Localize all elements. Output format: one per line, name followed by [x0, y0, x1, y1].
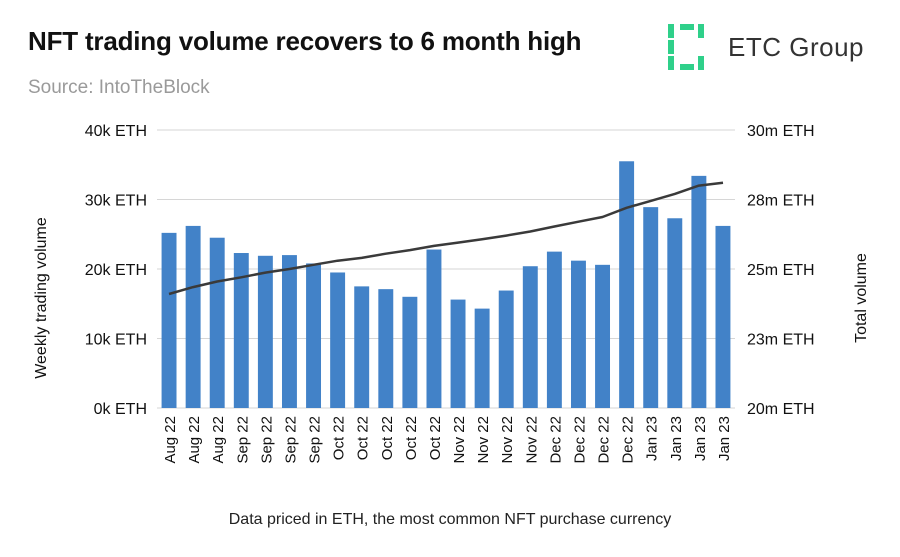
x-tick-label: Dec 22 — [596, 416, 613, 464]
bar — [185, 225, 201, 408]
right-axis-ticks: 20m ETH 23m ETH 25m ETH 28m ETH 30m ETH — [747, 123, 815, 418]
bar — [450, 299, 466, 408]
chart-source: Source: IntoTheBlock — [28, 77, 210, 98]
bars — [161, 161, 731, 408]
right-tick-label: 28m ETH — [747, 193, 815, 210]
bar — [715, 225, 731, 408]
bar — [522, 266, 538, 408]
left-axis-ticks: 0k ETH 10k ETH 20k ETH 30k ETH 40k ETH — [85, 123, 147, 418]
bar — [426, 249, 442, 408]
x-tick-label: Sep 22 — [283, 416, 300, 464]
bar — [354, 286, 370, 408]
x-tick-label: Jan 23 — [644, 416, 661, 461]
x-tick-label: Aug 22 — [162, 416, 179, 464]
logo-block — [668, 40, 674, 54]
total-volume-series-line — [168, 181, 724, 296]
x-tick-label: Aug 22 — [186, 416, 203, 464]
right-tick-label: 23m ETH — [747, 332, 815, 349]
x-tick-label: Oct 22 — [379, 416, 396, 460]
x-tick-label: Oct 22 — [427, 416, 444, 460]
bar — [161, 232, 177, 408]
gridlines — [157, 129, 735, 409]
x-tick-label: Jan 23 — [716, 416, 733, 461]
etc-group-logo: ETC Group — [668, 24, 864, 70]
left-tick-label: 40k ETH — [85, 123, 147, 140]
etc-logo-icon — [668, 24, 704, 70]
bar — [643, 207, 659, 408]
x-tick-label: Sep 22 — [307, 416, 324, 464]
x-axis-ticks: Aug 22 Aug 22 Aug 22 Sep 22 Sep 22 Sep 22 Sep … — [162, 416, 733, 464]
left-tick-label: 0k ETH — [94, 401, 147, 418]
total-volume-line — [168, 181, 724, 296]
x-tick-label: Dec 22 — [572, 416, 589, 464]
bar — [667, 218, 683, 408]
left-tick-label: 20k ETH — [85, 262, 147, 279]
bar — [306, 263, 322, 408]
x-tick-label: Nov 22 — [451, 416, 468, 464]
x-tick-label: Nov 22 — [499, 416, 516, 464]
left-tick-label: 10k ETH — [85, 332, 147, 349]
x-tick-label: Jan 23 — [668, 416, 685, 461]
bar — [691, 175, 707, 408]
bar — [402, 296, 418, 408]
x-tick-label: Oct 22 — [403, 416, 420, 460]
logo-block — [698, 56, 704, 70]
right-tick-label: 20m ETH — [747, 401, 815, 418]
bar — [570, 260, 586, 408]
bar — [619, 161, 635, 408]
left-tick-label: 30k ETH — [85, 193, 147, 210]
x-tick-label: Dec 22 — [620, 416, 637, 464]
x-tick-label: Nov 22 — [475, 416, 492, 464]
logo-block — [698, 24, 704, 38]
logo-block — [680, 24, 694, 30]
x-tick-label: Jan 23 — [692, 416, 709, 461]
bar — [209, 237, 225, 408]
logo-block — [668, 56, 674, 70]
x-tick-label: Oct 22 — [331, 416, 348, 460]
bar — [595, 264, 611, 408]
bar — [498, 290, 514, 408]
x-tick-label: Oct 22 — [355, 416, 372, 460]
logo-block — [680, 64, 694, 70]
left-axis-label: Weekly trading volume — [33, 217, 50, 379]
chart-caption: Data priced in ETH, the most common NFT … — [228, 511, 672, 528]
right-tick-label: 25m ETH — [747, 262, 815, 279]
x-tick-label: Sep 22 — [258, 416, 275, 464]
bar — [378, 289, 394, 408]
bar — [546, 251, 562, 408]
logo-text: ETC Group — [728, 31, 864, 62]
bar — [474, 308, 490, 408]
right-axis-label: Total volume — [853, 253, 870, 343]
x-tick-label: Sep 22 — [234, 416, 251, 464]
chart-title: NFT trading volume recovers to 6 month h… — [28, 26, 582, 56]
right-tick-label: 30m ETH — [747, 123, 815, 140]
x-tick-label: Aug 22 — [210, 416, 227, 464]
x-tick-label: Dec 22 — [547, 416, 564, 464]
bar — [330, 272, 346, 408]
bar — [257, 255, 273, 408]
logo-block — [668, 24, 674, 38]
bar — [233, 253, 249, 408]
x-tick-label: Nov 22 — [523, 416, 540, 464]
bar — [281, 255, 297, 408]
